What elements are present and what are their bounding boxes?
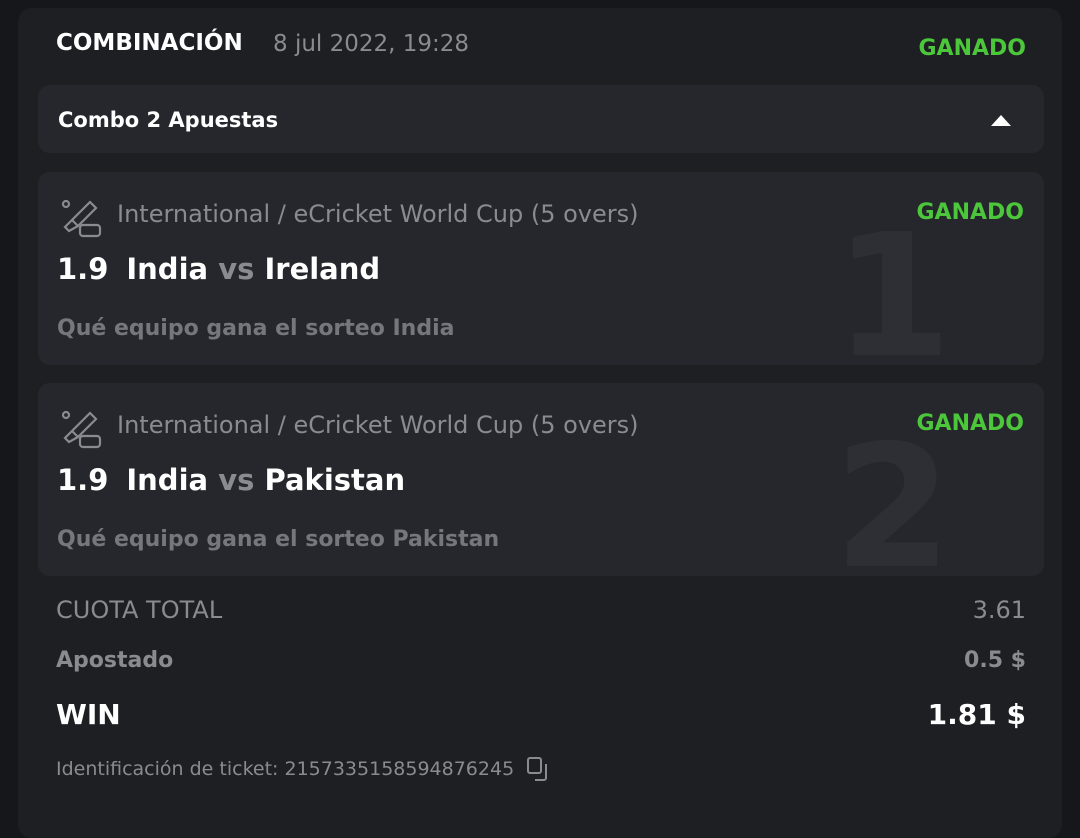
vs-label: vs [218, 463, 255, 497]
copy-icon[interactable] [526, 756, 552, 782]
bet-status-badge: GANADO [916, 411, 1025, 436]
league-name: International / eCricket World Cup (5 ov… [117, 411, 639, 439]
home-team: India [126, 252, 209, 286]
total-odds-value: 3.61 [972, 596, 1026, 624]
away-team: Ireland [264, 252, 381, 286]
bet-item: 2 International / eCricket World Cup (5 … [38, 383, 1044, 576]
match-line: 1.9 India vs Ireland [57, 252, 380, 286]
staked-value: 0.5 $ [964, 648, 1026, 673]
ecricket-icon [61, 199, 102, 238]
combo-label: Combo 2 Apuestas [58, 108, 279, 132]
bet-item: 1 International / eCricket World Cup (5 … [38, 172, 1044, 365]
league-name: International / eCricket World Cup (5 ov… [117, 200, 639, 228]
ecricket-icon [61, 410, 102, 449]
staked-row: Apostado 0.5 $ [56, 648, 1026, 673]
win-value: 1.81 $ [927, 698, 1026, 731]
combo-toggle[interactable]: Combo 2 Apuestas [38, 85, 1044, 153]
bet-selection: Qué equipo gana el sorteo India [57, 316, 455, 341]
bet-type-title: COMBINACIÓN [56, 30, 243, 56]
staked-label: Apostado [56, 648, 174, 673]
caret-up-icon [991, 115, 1011, 126]
bet-date: 8 jul 2022, 19:28 [273, 31, 470, 57]
win-row: WIN 1.81 $ [56, 698, 1026, 731]
total-odds-row: CUOTA TOTAL 3.61 [56, 596, 1026, 624]
win-label: WIN [56, 698, 121, 731]
bet-odds: 1.9 [57, 463, 109, 497]
bet-ticket-card: COMBINACIÓN 8 jul 2022, 19:28 GANADO Com… [18, 8, 1062, 838]
bet-number: 1 [833, 198, 952, 365]
total-odds-label: CUOTA TOTAL [56, 596, 223, 624]
away-team: Pakistan [264, 463, 406, 497]
bet-selection: Qué equipo gana el sorteo Pakistan [57, 527, 500, 552]
bet-odds: 1.9 [57, 252, 109, 286]
bet-number: 2 [833, 409, 952, 576]
ticket-id: Identificación de ticket: 21573351585948… [56, 756, 552, 782]
vs-label: vs [218, 252, 255, 286]
match-line: 1.9 India vs Pakistan [57, 463, 405, 497]
ticket-id-text: Identificación de ticket: 21573351585948… [56, 758, 515, 780]
home-team: India [126, 463, 209, 497]
ticket-status-badge: GANADO [918, 36, 1027, 61]
bet-status-badge: GANADO [916, 200, 1025, 225]
